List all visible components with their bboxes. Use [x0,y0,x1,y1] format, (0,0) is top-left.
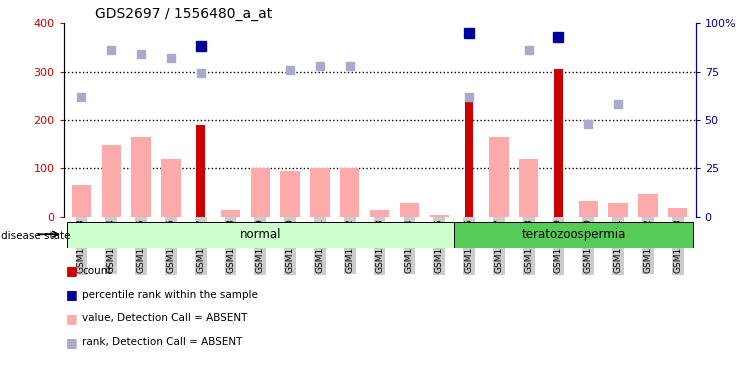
Text: ■: ■ [66,336,78,349]
Text: disease state: disease state [1,231,70,241]
Text: ■: ■ [66,288,78,301]
Text: value, Detection Call = ABSENT: value, Detection Call = ABSENT [82,313,248,323]
Bar [608,204,628,217]
Bar [197,125,205,217]
Bar [554,69,562,217]
Bar [67,222,454,248]
Text: count: count [82,266,111,276]
Bar [519,159,539,217]
Bar [162,159,180,217]
Bar [280,171,300,217]
Bar [429,215,449,217]
Text: percentile rank within the sample: percentile rank within the sample [82,290,258,300]
Text: rank, Detection Call = ABSENT: rank, Detection Call = ABSENT [82,337,242,347]
Text: ■: ■ [66,264,78,277]
Bar [489,137,509,217]
Bar [251,169,270,217]
Bar [454,222,693,248]
Bar [668,208,687,217]
Bar [579,202,598,217]
Text: GDS2697 / 1556480_a_at: GDS2697 / 1556480_a_at [95,7,272,21]
Bar [399,204,419,217]
Bar [340,169,360,217]
Bar [102,145,121,217]
Bar [638,194,657,217]
Text: teratozoospermia: teratozoospermia [521,228,625,241]
Bar [370,210,389,217]
Bar [72,185,91,217]
Text: ■: ■ [66,312,78,325]
Text: normal: normal [239,228,281,241]
Bar [465,97,473,217]
Bar [221,210,240,217]
Bar [132,137,151,217]
Bar [310,169,330,217]
